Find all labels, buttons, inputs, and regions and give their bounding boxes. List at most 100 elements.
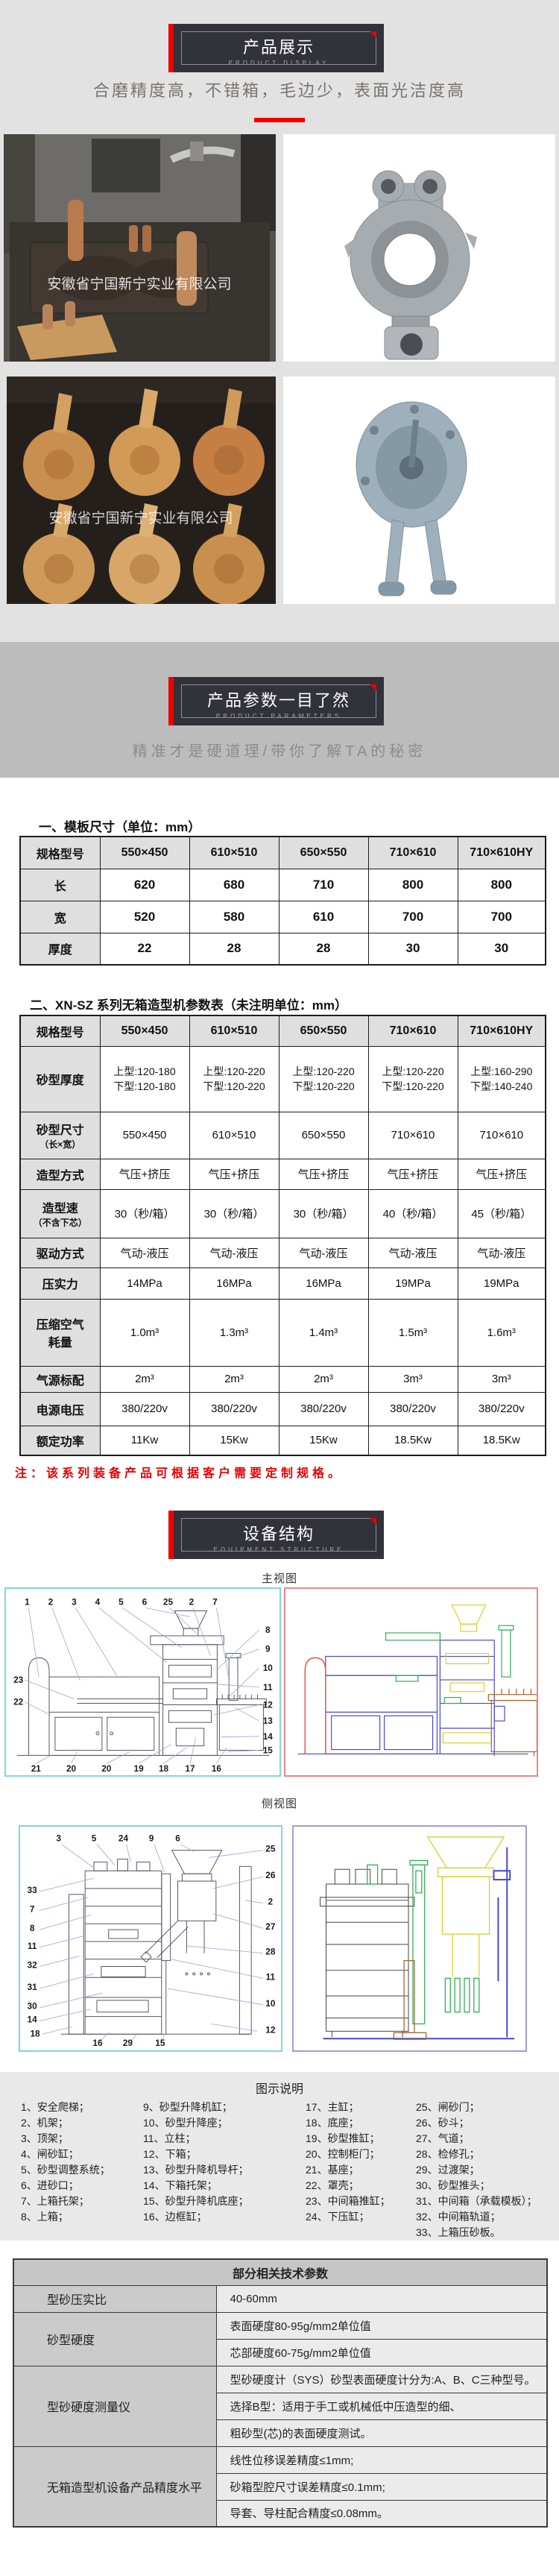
header-cell: 710×610HY [457,1015,546,1047]
svg-text:5: 5 [92,1833,97,1844]
hopper-shape [171,1850,223,1874]
table-row: 规格型号 550×450 610×510 650×550 710×610 710… [19,836,546,869]
sand-molds-art: 安徽省宁国新宁实业有限公司 [7,377,276,604]
row-label: 压实力 [19,1267,101,1300]
cell: 2m³ [278,1365,369,1393]
cell: 气动-液压 [99,1237,190,1268]
svg-text:3: 3 [72,1597,77,1607]
cell: 45（秒/箱） [457,1188,546,1238]
cell: 16MPa [278,1267,369,1300]
legend-column-3: 17、主缸； 18、底座； 19、砂型推缸； 20、控制柜门； 21、基座； 2… [306,2100,391,2225]
cell: 40（秒/箱） [367,1188,458,1238]
row-label: 砂型厚度 [19,1045,101,1112]
customization-note: 注：该系列装备产品可根据客户需要定制规格。 [15,1467,344,1480]
svg-text:14: 14 [28,2015,38,2025]
table-row: 电源电压 380/220v 380/220v 380/220v 380/220v… [19,1391,546,1426]
svg-text:22: 22 [13,1697,24,1707]
cell: 1.3m³ [189,1298,280,1367]
svg-text:18: 18 [30,2028,40,2038]
cell: 710×610 [457,1111,546,1159]
svg-text:7: 7 [212,1597,218,1607]
legend-item: 25、闸砂门； [416,2101,480,2113]
legend-column-4: 25、闸砂门； 26、砂斗； 27、气道； 28、检修孔； 29、过渡架； 30… [416,2100,537,2240]
banner-inner-frame: 产品展示 PRODUCT DISPLAY [181,31,376,65]
svg-text:7: 7 [30,1903,35,1914]
cell: 680 [189,868,280,901]
cell: 选择B型：适用于手工或机械低中压造型的细、 [215,2392,548,2420]
svg-text:2: 2 [268,1897,274,1907]
banner-title: 产品展示 [242,38,315,57]
cell: 15Kw [189,1425,280,1456]
table-row: 厚度 22 28 28 30 30 [19,932,546,966]
svg-text:2: 2 [189,1597,195,1607]
legend-item: 3、顶架； [21,2132,69,2144]
legend-item: 21、基座； [306,2164,359,2176]
cell: 气动-液压 [189,1237,280,1268]
svg-text:23: 23 [13,1675,24,1685]
header-cell: 650×550 [278,1015,369,1047]
cell: 28 [278,932,369,966]
cell: 砂箱型腔尺寸误差精度≤0.1mm; [215,2472,548,2501]
cell: 1.5m³ [367,1298,458,1367]
legend-column-1: 1、安全爬梯； 2、机架； 3、顶架； 4、闸砂缸； 5、砂型调整系统； 6、进… [21,2100,110,2225]
table-row: 粗砂型(芯)的表面硬度测试。 [13,2419,548,2447]
legend-item: 2、机架； [21,2117,69,2129]
display-slogan: 合磨精度高，不错箱，毛边少，表面光洁度高 [92,81,466,100]
table-row: 砂箱型腔尺寸误差精度≤0.1mm; [13,2472,548,2501]
banner-product-parameters: 产品参数一目了然 PRODUCT PARAMETERS [168,677,384,725]
cell: 1.4m³ [278,1298,369,1367]
blue-frame-lines [297,1640,528,1755]
blue-frame [323,1847,515,2040]
legend-item: 18、底座； [306,2117,359,2129]
svg-text:20: 20 [66,1763,77,1774]
svg-text:15: 15 [155,2038,165,2048]
row-label: 电源电压 [19,1391,101,1426]
side-view-label: 侧视图 [261,1798,297,1810]
svg-text:6: 6 [175,1833,180,1844]
cell: 15Kw [278,1425,369,1456]
cell: 610×510 [189,1111,280,1159]
cell: 550×450 [99,1111,190,1159]
header-cell: 710×610 [367,836,458,869]
svg-text:8: 8 [265,1625,271,1635]
front-view-label: 主视图 [261,1572,297,1585]
svg-text:27: 27 [265,1921,276,1932]
cell: 710×610 [367,1111,458,1159]
header-cell: 710×610 [367,1015,458,1047]
svg-text:11: 11 [266,1971,276,1982]
yellow-hopper [426,1836,505,1977]
legend-item: 30、砂型推头； [416,2179,490,2191]
banner-inner-frame: 设备结构 EQUIPMENT STRUCTURE [181,1518,376,1552]
cell: 2m³ [99,1365,190,1393]
cell: 3m³ [457,1365,546,1393]
cell: 380/220v [99,1391,190,1426]
cell: 19MPa [367,1267,458,1300]
table-row: 额定功率 11Kw 15Kw 15Kw 18.5Kw 18.5Kw [19,1425,546,1456]
cell: 610 [278,900,369,933]
cell: 380/220v [367,1391,458,1426]
cell: 气压+挤压 [367,1158,458,1190]
cell: 22 [99,932,190,966]
legend-title: 图示说明 [255,2083,303,2096]
svg-text:4: 4 [95,1597,101,1607]
legend-item: 8、上箱； [21,2211,69,2223]
row-label: 气源标配 [19,1365,101,1393]
legend-item: 29、过渡架； [416,2164,480,2176]
svg-text:12: 12 [263,1699,274,1710]
svg-text:10: 10 [265,1998,276,2009]
cell: 11Kw [99,1425,190,1456]
mold-row-bottom [23,503,265,604]
cell: 30 [457,932,546,966]
machine-photo-art: 安徽省宁国新宁实业有限公司 [4,134,276,362]
cell: 2m³ [189,1365,280,1393]
svg-text:14: 14 [263,1731,274,1742]
cell: 800 [457,868,546,901]
cell: 气压+挤压 [278,1158,369,1190]
cell: 粗砂型(芯)的表面硬度测试。 [215,2419,548,2447]
svg-text:16: 16 [92,2038,103,2048]
svg-text:13: 13 [263,1716,274,1726]
row-label: 厚度 [19,932,101,966]
legend-item: 19、砂型推缸； [306,2132,380,2144]
table-row: 砂型硬度 表面硬度80-95g/mm2单位值 [13,2311,548,2366]
